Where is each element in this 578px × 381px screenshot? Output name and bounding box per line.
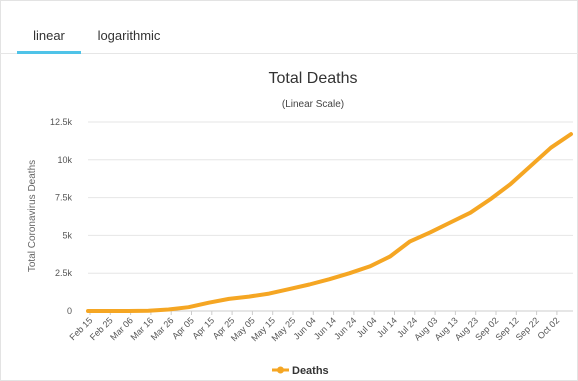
tab-linear[interactable]: linear (33, 28, 65, 43)
x-tick-label: Apr 15 (190, 315, 216, 341)
data-point-deaths (348, 271, 352, 275)
data-point-deaths (287, 287, 291, 291)
data-point-deaths (368, 264, 372, 268)
chart-subtitle: (Linear Scale) (282, 99, 344, 110)
data-point-deaths (569, 132, 573, 136)
legend-point-marker (277, 366, 284, 374)
data-point-deaths (146, 309, 150, 313)
data-point-deaths (207, 301, 211, 305)
y-axis-title: Total Coronavirus Deaths (27, 160, 38, 272)
data-point-deaths (328, 277, 331, 281)
series-layer (86, 132, 573, 313)
x-tick-label: Sep 22 (514, 315, 541, 342)
data-point-deaths (86, 309, 90, 313)
data-point-deaths (428, 230, 432, 234)
chart-title: Total Deaths (269, 70, 358, 87)
tab-logarithmic[interactable]: logarithmic (97, 28, 161, 43)
data-point-deaths (227, 297, 231, 301)
x-tick-label: Jun 24 (332, 315, 358, 341)
y-tick-label: 7.5k (55, 193, 73, 203)
legend-label-deaths: Deaths (292, 365, 329, 377)
data-point-deaths (167, 307, 170, 311)
gridlines (88, 121, 573, 312)
data-point-deaths (489, 197, 492, 201)
data-point-deaths (388, 255, 392, 259)
y-tick-label: 5k (62, 230, 72, 240)
y-axis-ticks: 0 2.5k 5k 7.5k 10k 12.5k (50, 117, 73, 316)
data-point-deaths (408, 239, 412, 243)
data-point-deaths (126, 309, 130, 313)
data-point-deaths (549, 146, 553, 150)
data-point-deaths (187, 305, 191, 309)
data-point-deaths (448, 221, 452, 225)
y-tick-label: 2.5k (55, 268, 73, 278)
data-point-deaths (247, 295, 251, 299)
data-point-deaths (468, 211, 472, 215)
active-tab-indicator (17, 51, 81, 54)
x-tick-label: Apr 05 (170, 315, 196, 341)
data-point-deaths (509, 182, 513, 186)
legend[interactable]: Deaths (272, 365, 329, 377)
x-tick-label: Jul 14 (375, 315, 399, 339)
data-point-deaths (106, 309, 110, 313)
data-point-deaths (307, 283, 311, 287)
series-line-deaths (86, 132, 573, 313)
y-tick-label: 0 (67, 306, 72, 316)
scale-tabs: linear logarithmic (0, 0, 578, 54)
data-point-deaths (529, 164, 533, 168)
y-tick-label: 12.5k (50, 117, 73, 127)
data-point-deaths (267, 292, 271, 296)
x-tick-label: Jul 04 (355, 315, 379, 339)
x-tick-label: Oct 02 (535, 315, 561, 341)
x-tick-label: Mar 26 (149, 315, 176, 342)
y-tick-label: 10k (57, 155, 72, 165)
